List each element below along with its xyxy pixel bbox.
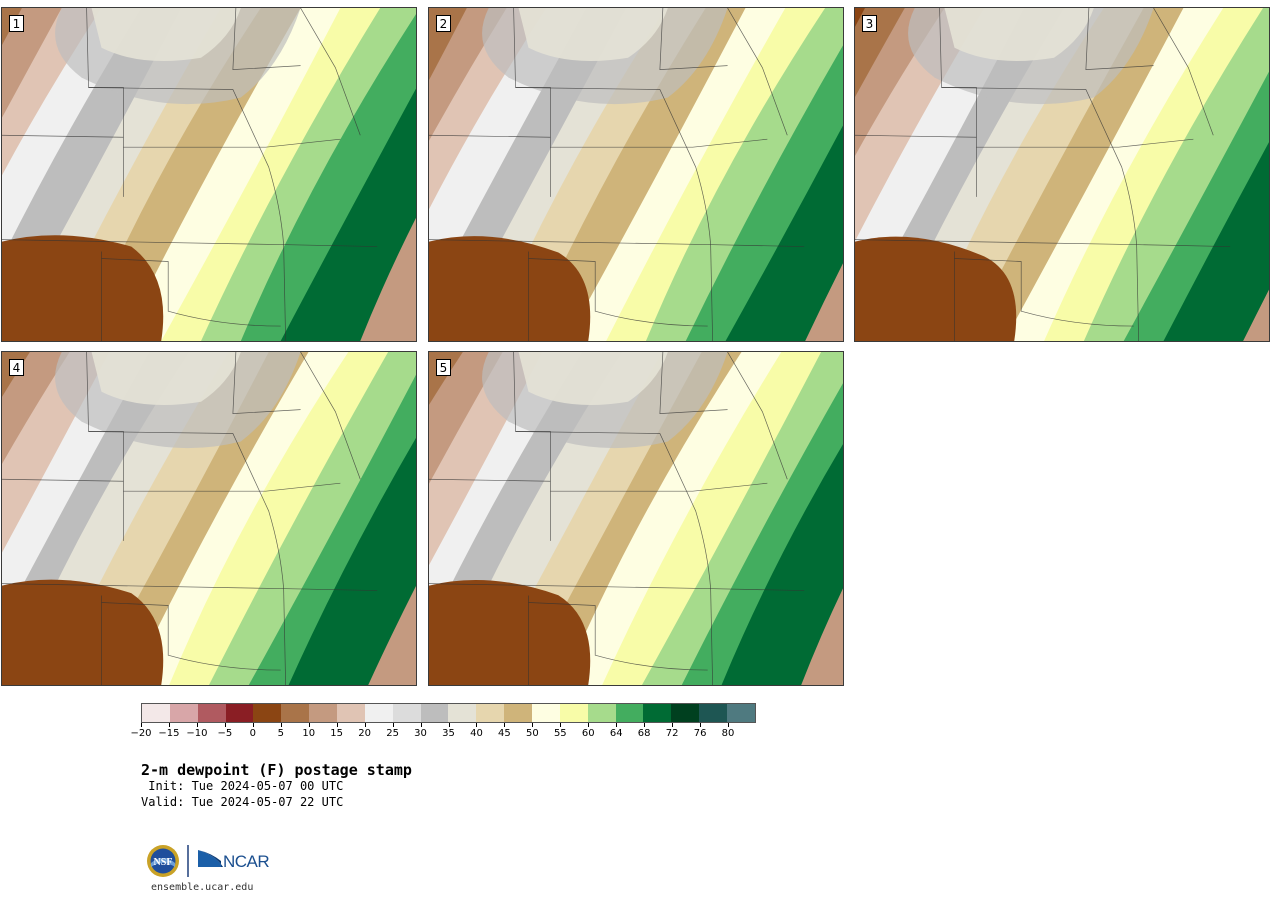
colorbar-tick-label: 20: [358, 728, 371, 739]
colorbar-tick-label: 10: [302, 728, 316, 739]
nsf-seal-icon: NSF: [147, 845, 179, 877]
init-time: Init: Tue 2024-05-07 00 UTC: [141, 779, 344, 793]
map-panel-2: 2: [428, 7, 844, 342]
colorbar-tick-label: 80: [721, 728, 735, 739]
colorbar-swatch: [420, 704, 449, 722]
dewpoint-map-4: [2, 352, 416, 685]
colorbar-tick: [504, 723, 506, 727]
panel-label: 4: [9, 359, 24, 376]
colorbar-swatch: [671, 704, 700, 722]
colorbar-swatch: [727, 704, 755, 722]
colorbar-tick: [252, 723, 254, 727]
colorbar-tick-label: 76: [693, 728, 707, 739]
svg-text:NSF: NSF: [154, 857, 173, 868]
colorbar-tick-label: 40: [470, 728, 483, 739]
colorbar-swatch: [615, 704, 644, 722]
colorbar-tick: [224, 723, 226, 727]
panel-label: 2: [436, 15, 451, 32]
colorbar-tick-label: 50: [525, 728, 539, 739]
colorbar-tick: [308, 723, 310, 727]
panel-label: 5: [436, 359, 451, 376]
map-panel-4: 4: [1, 351, 417, 686]
dewpoint-map-3: [855, 8, 1269, 341]
colorbar-tick: [616, 723, 618, 727]
nsf-ncar-logo: NSF NCAR: [147, 845, 270, 877]
colorbar-swatch: [476, 704, 505, 722]
colorbar-tick-label: 55: [553, 728, 567, 739]
colorbar-tick-label: 68: [637, 728, 651, 739]
colorbar-swatch: [253, 704, 282, 722]
colorbar-tick-label: −10: [186, 728, 208, 739]
colorbar-tick-label: 15: [330, 728, 344, 739]
dewpoint-colorbar: [141, 703, 756, 723]
colorbar-swatch: [699, 704, 728, 722]
map-panel-3: 3: [854, 7, 1270, 342]
colorbar-tick-label: 5: [277, 728, 284, 739]
colorbar-swatch: [309, 704, 338, 722]
colorbar-swatch: [364, 704, 393, 722]
colorbar-tick-label: 25: [386, 728, 399, 739]
colorbar-swatch: [392, 704, 421, 722]
dewpoint-map-5: [429, 352, 843, 685]
colorbar-swatch: [281, 704, 310, 722]
ncar-logo-icon: NCAR: [198, 850, 270, 871]
figure-title: 2-m dewpoint (F) postage stamp: [141, 761, 412, 779]
colorbar-tick: [588, 723, 590, 727]
colorbar-tick: [644, 723, 646, 727]
map-panel-1: 1: [1, 7, 417, 342]
colorbar-swatch: [559, 704, 588, 722]
svg-text:NCAR: NCAR: [223, 852, 269, 871]
colorbar-tick: [476, 723, 478, 727]
source-url: ensemble.ucar.edu: [151, 882, 254, 893]
colorbar-tick-label: −20: [130, 728, 152, 739]
colorbar-swatch: [587, 704, 616, 722]
colorbar-swatch: [448, 704, 477, 722]
colorbar-tick-label: 0: [249, 728, 256, 739]
colorbar-tick: [364, 723, 366, 727]
colorbar-tick-label: 72: [665, 728, 679, 739]
dewpoint-map-2: [429, 8, 843, 341]
colorbar-swatch: [142, 704, 170, 722]
colorbar-tick: [672, 723, 674, 727]
colorbar-tick: [728, 723, 730, 727]
colorbar-tick-label: 35: [442, 728, 455, 739]
colorbar-tick: [168, 723, 170, 727]
colorbar-tick: [336, 723, 338, 727]
colorbar-tick: [420, 723, 422, 727]
valid-time: Valid: Tue 2024-05-07 22 UTC: [141, 795, 344, 809]
colorbar-tick: [280, 723, 282, 727]
panel-label: 3: [862, 15, 877, 32]
map-panel-5: 5: [428, 351, 844, 686]
colorbar-tick: [700, 723, 702, 727]
colorbar-tick-label: 45: [498, 728, 511, 739]
colorbar-swatch: [225, 704, 254, 722]
colorbar-swatch: [504, 704, 533, 722]
colorbar-tick: [448, 723, 450, 727]
colorbar-swatch: [337, 704, 365, 722]
colorbar-ticks: −20 −15 −10 −5 0 5 10 15 20 25 30 35 40 45 50 55 60 64 68 7…: [130, 723, 756, 743]
colorbar-tick: [560, 723, 562, 727]
colorbar-tick-label: 60: [581, 728, 595, 739]
colorbar-tick: [141, 723, 142, 727]
colorbar-tick-label: −5: [217, 728, 233, 739]
colorbar-tick: [532, 723, 534, 727]
colorbar-tick: [392, 723, 394, 727]
colorbar-swatch: [532, 704, 560, 722]
dewpoint-map-1: [2, 8, 416, 341]
colorbar-tick-label: 30: [414, 728, 427, 739]
colorbar-swatch: [169, 704, 198, 722]
colorbar-tick: [196, 723, 198, 727]
colorbar-swatch: [643, 704, 672, 722]
colorbar-tick-label: 64: [609, 728, 623, 739]
panel-label: 1: [9, 15, 24, 32]
colorbar-swatch: [197, 704, 226, 722]
colorbar-tick-label: −15: [158, 728, 180, 739]
